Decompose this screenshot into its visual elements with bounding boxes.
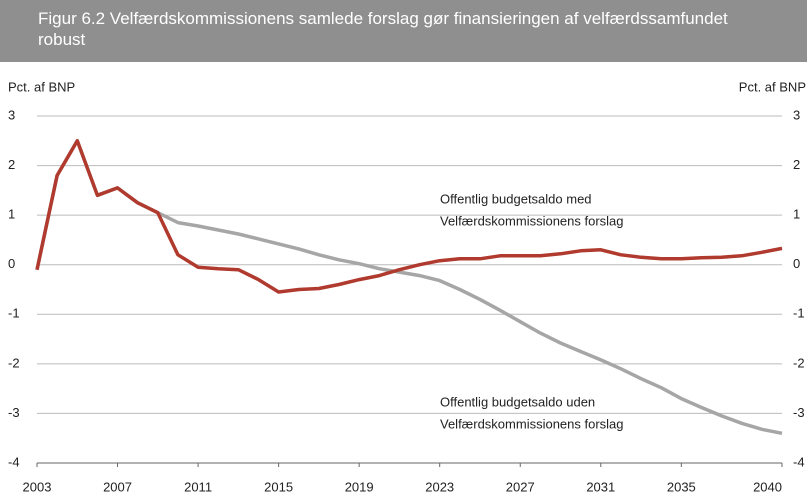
y-tick-label: 2	[8, 157, 15, 172]
annotation: Velfærdskommissionens forslag	[440, 416, 624, 431]
series-line	[35, 139, 783, 436]
x-tick-label: 2019	[345, 479, 374, 494]
y2-tick-label: 2	[793, 157, 800, 172]
y2-tick-label: 3	[793, 107, 800, 122]
y-tick-label: 1	[8, 207, 15, 222]
y2-axis-label: Pct. af BNP	[739, 79, 806, 94]
y-tick-label: 3	[8, 107, 15, 122]
annotation: Velfærdskommissionens forslag	[440, 213, 624, 228]
y-tick-label: -4	[8, 454, 20, 469]
annotation: Offentlig budgetsaldo uden	[440, 394, 595, 409]
x-tick-label: 2003	[23, 479, 52, 494]
y2-tick-label: 1	[793, 207, 800, 222]
annotation: Offentlig budgetsaldo med	[440, 191, 592, 206]
y-tick-label: -1	[8, 306, 20, 321]
y2-tick-label: 0	[793, 256, 800, 271]
y-tick-label: 0	[8, 256, 15, 271]
x-tick-label: 2011	[184, 479, 212, 494]
x-tick-label: 2040	[753, 479, 782, 494]
x-tick-label: 2023	[425, 479, 454, 494]
y2-tick-label: -3	[793, 405, 805, 420]
series-line	[35, 139, 783, 294]
x-tick-label: 2027	[506, 479, 535, 494]
y-tick-label: -2	[8, 355, 20, 370]
x-tick-label: 2031	[586, 479, 615, 494]
y2-tick-label: -1	[793, 306, 805, 321]
x-tick-label: 2007	[103, 479, 132, 494]
y-axis-label: Pct. af BNP	[8, 79, 75, 94]
chart-title: Figur 6.2 Velfærdskommissionens samlede …	[0, 0, 807, 62]
x-tick-label: 2015	[264, 479, 293, 494]
y-tick-label: -3	[8, 405, 20, 420]
y2-tick-label: -2	[793, 355, 805, 370]
y2-tick-label: -4	[793, 454, 805, 469]
x-tick-label: 2035	[667, 479, 696, 494]
